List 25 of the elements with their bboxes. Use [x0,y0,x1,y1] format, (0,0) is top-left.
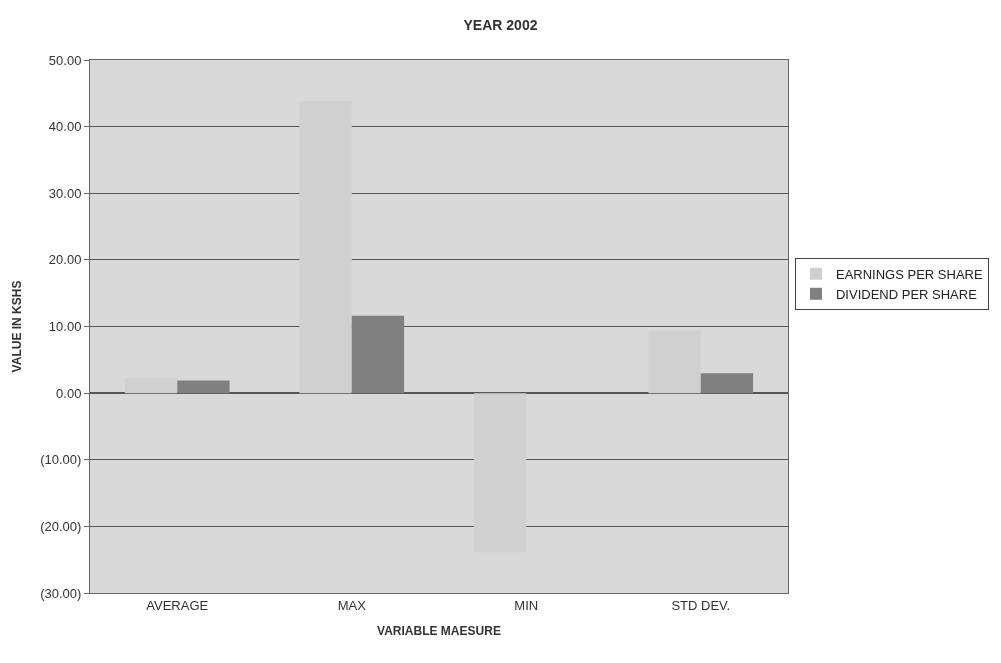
y-tick-label: 10.00 [48,319,82,335]
bar [177,380,230,394]
bar [648,330,701,394]
y-tick-label: 30.00 [48,185,82,201]
bar [351,315,405,394]
y-tick-label: 40.00 [48,119,82,135]
y-axis-title: VALUE IN KSHS [10,280,25,373]
y-tick-label: 50.00 [48,52,82,68]
y-tick-label: 20.00 [48,252,82,268]
x-axis-title: VARIABLE MAESURE [377,624,501,639]
legend-label: EARNINGS PER SHARE [835,266,983,282]
bar [473,393,527,553]
y-tick-label: (20.00) [40,518,82,534]
legend-label: DIVIDEND PER SHARE [835,286,978,302]
bar [299,100,352,394]
bar [124,377,178,394]
x-tick-label: MIN [514,597,539,613]
bar [700,373,754,394]
x-tick-label: AVERAGE [146,597,209,613]
y-tick-label: (10.00) [40,452,82,468]
chart-title: YEAR 2002 [463,16,538,33]
y-tick-label: 0.00 [56,385,82,401]
x-tick-label: MAX [337,597,367,613]
x-tick-label: STD DEV. [671,597,731,613]
y-tick-label: (30.00) [40,585,82,601]
